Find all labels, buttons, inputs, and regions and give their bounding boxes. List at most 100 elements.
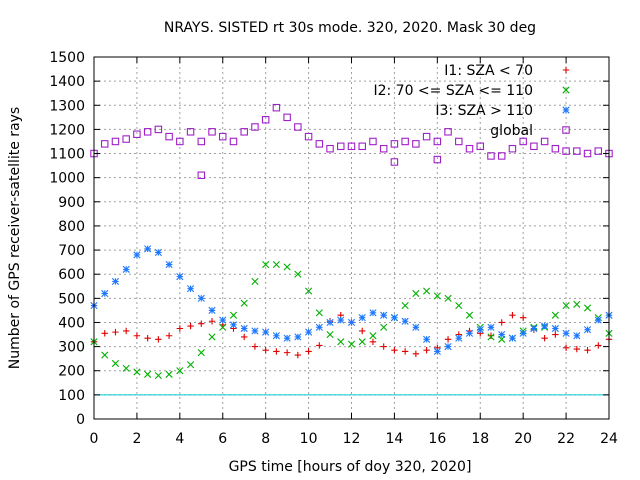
data-point [154,371,162,380]
series-4 [90,103,613,180]
data-point [455,301,463,310]
data-point [315,140,324,148]
data-point [294,351,302,359]
data-point [165,132,173,141]
data-point [262,328,270,336]
x-tick-label: 10 [300,431,318,447]
data-point [423,335,431,343]
data-point [465,311,474,319]
data-point [347,340,356,348]
legend-marker [562,106,570,114]
data-point [359,327,366,335]
y-tick-label: 1000 [49,171,85,187]
data-point [433,137,442,146]
data-point [583,149,592,158]
data-point [519,314,527,321]
x-tick-label: 6 [218,431,227,447]
data-point [562,301,570,310]
data-point [251,123,259,131]
data-point [541,334,548,342]
data-point [595,342,602,349]
data-point [144,334,151,342]
data-point [176,367,184,375]
data-point [562,147,570,155]
chart-title: NRAYS. SISTED rt 30s mode. 320, 2020. Ma… [164,20,536,36]
data-point [133,130,141,138]
data-point [337,142,345,151]
data-point [433,155,442,164]
data-point [412,140,420,148]
data-point [133,332,141,339]
data-point [444,336,452,343]
data-point [326,330,334,339]
data-point [112,328,119,336]
data-point [498,319,505,326]
data-point [186,128,195,136]
data-point [497,152,506,160]
data-point [283,263,291,271]
data-point [337,316,345,324]
data-point [583,326,592,334]
data-point [122,265,130,273]
data-point [487,332,495,339]
data-point [315,323,323,331]
data-point [219,323,227,331]
legend-label: I3: SZA > 110 [435,103,533,119]
data-point [369,332,377,340]
data-point [283,113,291,122]
y-tick-label: 1400 [49,74,85,90]
legend-label: I2: 70 <= SZA <= 110 [373,83,533,99]
data-point [165,260,173,269]
y-tick-label: 600 [58,267,85,283]
data-point [111,137,120,146]
data-point [294,123,302,131]
data-point [401,301,409,310]
data-point [240,324,248,333]
data-point [304,287,313,295]
data-point [165,370,173,378]
data-point [551,311,559,319]
x-axis-label: GPS time [hours of doy 320, 2020] [229,459,472,475]
data-point [197,349,205,357]
data-point [498,330,506,339]
data-point [444,343,452,351]
x-tick-label: 22 [557,431,575,447]
y-tick-label: 0 [76,412,85,428]
data-point [562,329,570,337]
y-tick-label: 500 [58,291,85,307]
y-tick-label: 1200 [49,122,85,138]
x-tick-label: 12 [343,431,361,447]
data-point [369,338,377,345]
data-point [444,128,452,136]
data-point [187,322,194,330]
data-point [508,334,517,342]
data-point [155,336,162,343]
data-point [272,332,280,340]
data-point [562,344,570,352]
data-point [208,128,216,136]
data-point [487,323,495,331]
data-point [573,147,581,155]
data-point [283,334,291,342]
axis-ticks: 0100200300400500600700800900100011001200… [49,50,618,447]
data-point [100,140,109,148]
data-point [122,135,130,143]
data-point [433,292,441,300]
data-point [229,137,238,146]
data-point [551,144,560,153]
data-point [111,359,120,368]
data-point [358,338,366,346]
data-point [380,323,388,331]
data-point [304,328,313,336]
data-point [487,152,495,160]
data-point [422,132,431,141]
data-point [315,309,323,317]
data-point [423,347,430,354]
data-point [594,316,602,324]
data-point [444,294,452,302]
y-tick-label: 700 [58,243,85,259]
data-point [198,320,205,327]
data-point [594,147,603,155]
y-tick-label: 1100 [49,147,85,163]
data-point [358,314,366,322]
